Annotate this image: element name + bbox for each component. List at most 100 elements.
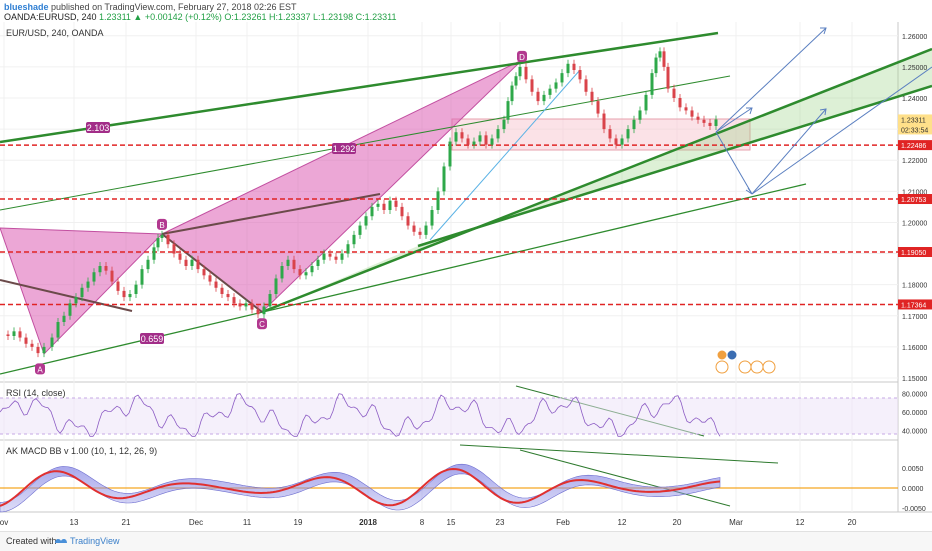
wedge-lower-line bbox=[417, 84, 932, 248]
candle-body bbox=[208, 275, 212, 282]
price-candles bbox=[6, 47, 718, 358]
author-link[interactable]: blueshade bbox=[4, 2, 49, 12]
candle-body bbox=[226, 294, 230, 298]
candle-body bbox=[274, 278, 278, 294]
candle-body bbox=[30, 343, 34, 347]
pattern-point-badge bbox=[35, 363, 45, 375]
price-tag bbox=[898, 114, 932, 135]
price-tag-label: 1.22486 bbox=[901, 143, 926, 150]
candle-body bbox=[644, 94, 648, 111]
candle-body bbox=[152, 247, 156, 260]
candle-body bbox=[658, 51, 662, 58]
candle-body bbox=[708, 122, 712, 126]
cyan-trend-line bbox=[429, 69, 581, 241]
price-tags: 1.23311 02:33:54 1.22486 1.20753 1.19050 1.17… bbox=[898, 114, 932, 310]
ratio-badge-1 bbox=[86, 122, 110, 133]
y-tick-label: 1.26000 bbox=[902, 34, 927, 41]
candle-body bbox=[178, 253, 182, 260]
bearish-leg-line bbox=[0, 279, 133, 312]
projection-arrows bbox=[715, 27, 932, 195]
candle-body bbox=[12, 331, 16, 336]
x-tick-label: Feb bbox=[556, 518, 570, 527]
candle-body bbox=[510, 85, 514, 102]
candle-body bbox=[536, 91, 540, 102]
candle-body bbox=[340, 253, 344, 260]
x-tick-label: 20 bbox=[848, 518, 857, 527]
x-tick-label: 21 bbox=[122, 518, 131, 527]
candle-body bbox=[608, 129, 612, 139]
candle-body bbox=[62, 315, 66, 322]
candle-body bbox=[86, 281, 90, 288]
tradingview-link[interactable]: TradingView bbox=[70, 536, 120, 546]
candle-body bbox=[110, 270, 114, 282]
x-tick-label: 23 bbox=[496, 518, 505, 527]
candle-body bbox=[484, 135, 488, 145]
pattern-point-label: C bbox=[259, 320, 265, 329]
candle-body bbox=[352, 234, 356, 245]
candle-body bbox=[146, 259, 150, 270]
price-tag-label: 1.23311 bbox=[901, 117, 926, 124]
high-value: 1.23337 bbox=[277, 12, 311, 22]
candle-body bbox=[140, 269, 144, 285]
candle-body bbox=[590, 91, 594, 102]
candle-body bbox=[6, 334, 10, 336]
candle-body bbox=[584, 79, 588, 92]
candle-body bbox=[128, 294, 132, 298]
events-icons[interactable] bbox=[715, 349, 776, 374]
lower-channel-line bbox=[0, 183, 807, 375]
main-pane[interactable] bbox=[0, 22, 898, 382]
publish-line: blueshade published on TradingView.com, … bbox=[4, 2, 297, 12]
tradingview-logo-icon bbox=[55, 538, 67, 543]
y-tick-label: 1.22000 bbox=[902, 158, 927, 165]
macd-bb-band bbox=[0, 463, 721, 513]
candle-body bbox=[310, 266, 314, 273]
rsi-tick-label: 60.0000 bbox=[902, 410, 927, 417]
symbol-line: OANDA:EURUSD, 240 1.23311 ▲ +0.00142 (+0… bbox=[4, 12, 397, 22]
candle-body bbox=[596, 101, 600, 114]
y-tick-label: 1.20000 bbox=[902, 220, 927, 227]
candle-body bbox=[654, 57, 658, 74]
candle-body bbox=[412, 225, 416, 232]
candle-body bbox=[184, 259, 188, 266]
candle-body bbox=[638, 110, 642, 120]
candle-body bbox=[490, 138, 494, 145]
pattern-point-label: A bbox=[37, 365, 43, 374]
footer: Created with TradingView bbox=[0, 531, 932, 551]
price-tag-label: 1.20753 bbox=[901, 197, 926, 204]
change-text: 1.23311 ▲ +0.00142 (+0.12%) bbox=[99, 12, 222, 22]
candle-body bbox=[376, 203, 380, 207]
candle-body bbox=[524, 66, 528, 80]
candle-body bbox=[696, 116, 700, 120]
candle-body bbox=[400, 206, 404, 217]
candle-body bbox=[478, 135, 482, 142]
candle-body bbox=[418, 231, 422, 235]
macd-tick-label: 0.0050 bbox=[902, 466, 924, 473]
candle-body bbox=[394, 200, 398, 207]
macd-tick-label: 0.0000 bbox=[902, 486, 924, 493]
candle-body bbox=[56, 322, 60, 338]
candle-body bbox=[304, 272, 308, 276]
chart-canvas[interactable]: A B C D 2.103 1.292 0.659 EUR/USD, 240, OAN… bbox=[0, 22, 932, 531]
candle-body bbox=[472, 141, 476, 145]
candle-body bbox=[202, 269, 206, 276]
candle-body bbox=[262, 306, 266, 315]
candle-body bbox=[554, 82, 558, 89]
candle-body bbox=[530, 79, 534, 92]
rsi-tick-label: 80.0000 bbox=[902, 391, 927, 398]
ratio-label-1: 2.103 bbox=[87, 123, 110, 133]
candle-body bbox=[626, 129, 630, 139]
candle-body bbox=[620, 138, 624, 145]
macd-title: AK MACD BB v 1.00 (10, 1, 12, 26, 9) bbox=[6, 446, 157, 456]
candle-body bbox=[80, 287, 84, 298]
price-tag bbox=[898, 247, 932, 257]
x-tick-label: 8 bbox=[420, 518, 425, 527]
candle-body bbox=[632, 119, 636, 130]
candle-body bbox=[74, 297, 78, 304]
rsi-tick-label: 40.0000 bbox=[902, 429, 927, 436]
candle-body bbox=[286, 259, 290, 266]
candle-body bbox=[298, 269, 302, 276]
candle-body bbox=[370, 206, 374, 217]
main-pane-title: EUR/USD, 240, OANDA bbox=[6, 28, 104, 38]
price-scale[interactable] bbox=[898, 22, 932, 531]
low-value: 1.23198 bbox=[320, 12, 354, 22]
